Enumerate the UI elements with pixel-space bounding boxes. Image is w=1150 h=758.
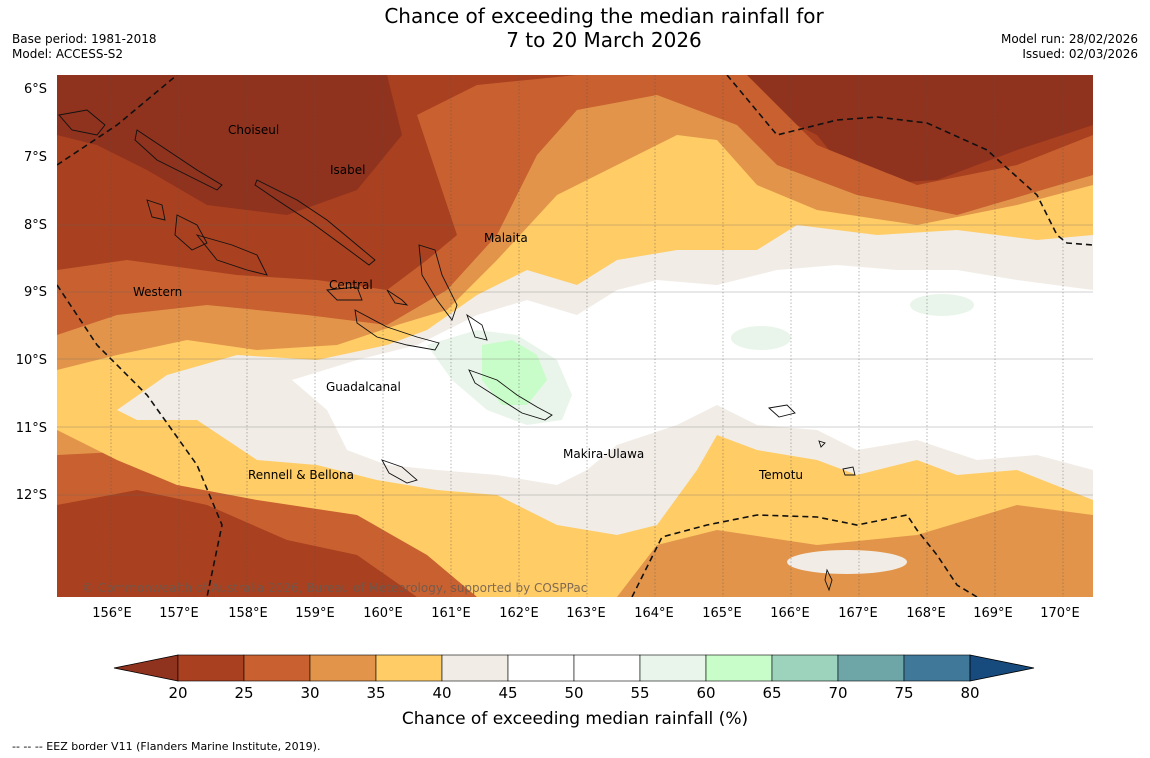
meta-left: Base period: 1981-2018 Model: ACCESS-S2	[12, 32, 157, 62]
place-malaita: Malaita	[484, 231, 528, 245]
lon-label-160e: 160°E	[363, 606, 403, 621]
lon-label-163e: 163°E	[566, 606, 606, 621]
colorbar-segment	[243, 654, 311, 682]
colorbar-tick-label: 20	[168, 684, 188, 702]
lat-label-11s: 11°S	[15, 421, 47, 436]
colorbar-segment	[903, 654, 971, 682]
colorbar-tick-label: 55	[630, 684, 650, 702]
colorbar-label: Chance of exceeding median rainfall (%)	[401, 709, 749, 729]
colorbar-tick-label: 40	[432, 684, 452, 702]
band-25-30-sw	[57, 450, 477, 597]
lon-label-165e: 165°E	[702, 606, 742, 621]
colorbar-segment	[507, 654, 575, 682]
lon-label-159e: 159°E	[295, 606, 335, 621]
copyright-notice: © Commonwealth of Australia 2026, Bureau…	[82, 581, 588, 595]
colorbar-segment	[771, 654, 839, 682]
colorbar-segment	[573, 654, 641, 682]
title-line-1: Chance of exceeding the median rainfall …	[384, 4, 824, 28]
colorbar-segment	[441, 654, 509, 682]
eez-legend: -- -- -- EEZ border V11 (Flanders Marine…	[12, 740, 321, 753]
colorbar-tick-label: 30	[300, 684, 320, 702]
lat-label-8s: 8°S	[23, 218, 47, 233]
place-rennell-bellona: Rennell & Bellona	[248, 468, 355, 482]
colorbar-segment	[837, 654, 905, 682]
place-makira-ulawa: Makira-Ulawa	[563, 447, 645, 461]
lat-label-7s: 7°S	[23, 150, 47, 165]
colorbar-tick-label: 70	[828, 684, 848, 702]
issued-date: Issued: 02/03/2026	[1022, 47, 1138, 61]
eez-borders	[57, 75, 1093, 597]
colorbar-tick-label: 75	[894, 684, 914, 702]
lon-label-166e: 166°E	[770, 606, 810, 621]
colorbar-segment	[177, 654, 245, 682]
rainfall-map	[57, 75, 1093, 597]
lon-label-167e: 167°E	[838, 606, 878, 621]
lat-gridlines	[57, 224, 1093, 496]
colorbar-tick-label: 35	[366, 684, 386, 702]
place-temotu: Temotu	[759, 468, 804, 482]
band-45-55	[292, 265, 1093, 485]
lon-label-162e: 162°E	[499, 606, 539, 621]
place-choiseul: Choiseul	[228, 123, 280, 137]
model-name: Model: ACCESS-S2	[12, 47, 124, 61]
colorbar-tick-label: 80	[960, 684, 980, 702]
place-isabel: Isabel	[330, 163, 366, 177]
colorbar-tick-label: 65	[762, 684, 782, 702]
lon-label-164e: 164°E	[634, 606, 674, 621]
blob-55-60-east	[731, 326, 791, 350]
lon-label-157e: 157°E	[159, 606, 199, 621]
colorbar-segment	[639, 654, 707, 682]
lat-label-12s: 12°S	[15, 488, 47, 503]
graticule	[110, 75, 1064, 597]
blob-55-60-ne	[910, 294, 974, 316]
meta-right: Model run: 28/02/2026 Issued: 02/03/2026	[1001, 32, 1138, 62]
lat-label-10s: 10°S	[15, 353, 47, 368]
blob-40-45	[787, 550, 907, 574]
lat-label-9s: 9°S	[23, 285, 47, 300]
colorbar-segment	[375, 654, 443, 682]
base-period: Base period: 1981-2018	[12, 32, 157, 46]
coastlines	[58, 109, 856, 592]
colorbar	[113, 654, 1035, 682]
lon-label-168e: 168°E	[906, 606, 946, 621]
colorbar-segments	[177, 654, 971, 682]
place-central: Central	[329, 278, 373, 292]
band-below-20-ne	[747, 75, 1093, 185]
colorbar-tick-label: 45	[498, 684, 518, 702]
band-60-65	[482, 340, 547, 405]
lon-label-170e: 170°E	[1040, 606, 1080, 621]
lon-label-169e: 169°E	[973, 606, 1013, 621]
colorbar-tick-label: 50	[564, 684, 584, 702]
title-line-2: 7 to 20 March 2026	[506, 28, 702, 52]
colorbar-segment	[705, 654, 773, 682]
colorbar-over-arrow	[969, 654, 1035, 682]
colorbar-under-arrow	[113, 654, 179, 682]
lon-label-156e: 156°E	[92, 606, 132, 621]
band-below-20	[57, 75, 402, 215]
place-guadalcanal: Guadalcanal	[326, 380, 401, 394]
colorbar-segment	[309, 654, 377, 682]
lat-label-6s: 6°S	[23, 82, 47, 97]
map-title: Chance of exceeding the median rainfall …	[0, 4, 1150, 52]
lon-label-158e: 158°E	[228, 606, 268, 621]
colorbar-tick-label: 25	[234, 684, 254, 702]
colorbar-tick-label: 60	[696, 684, 716, 702]
place-western: Western	[133, 285, 183, 299]
model-run: Model run: 28/02/2026	[1000, 32, 1138, 46]
lon-label-161e: 161°E	[431, 606, 471, 621]
